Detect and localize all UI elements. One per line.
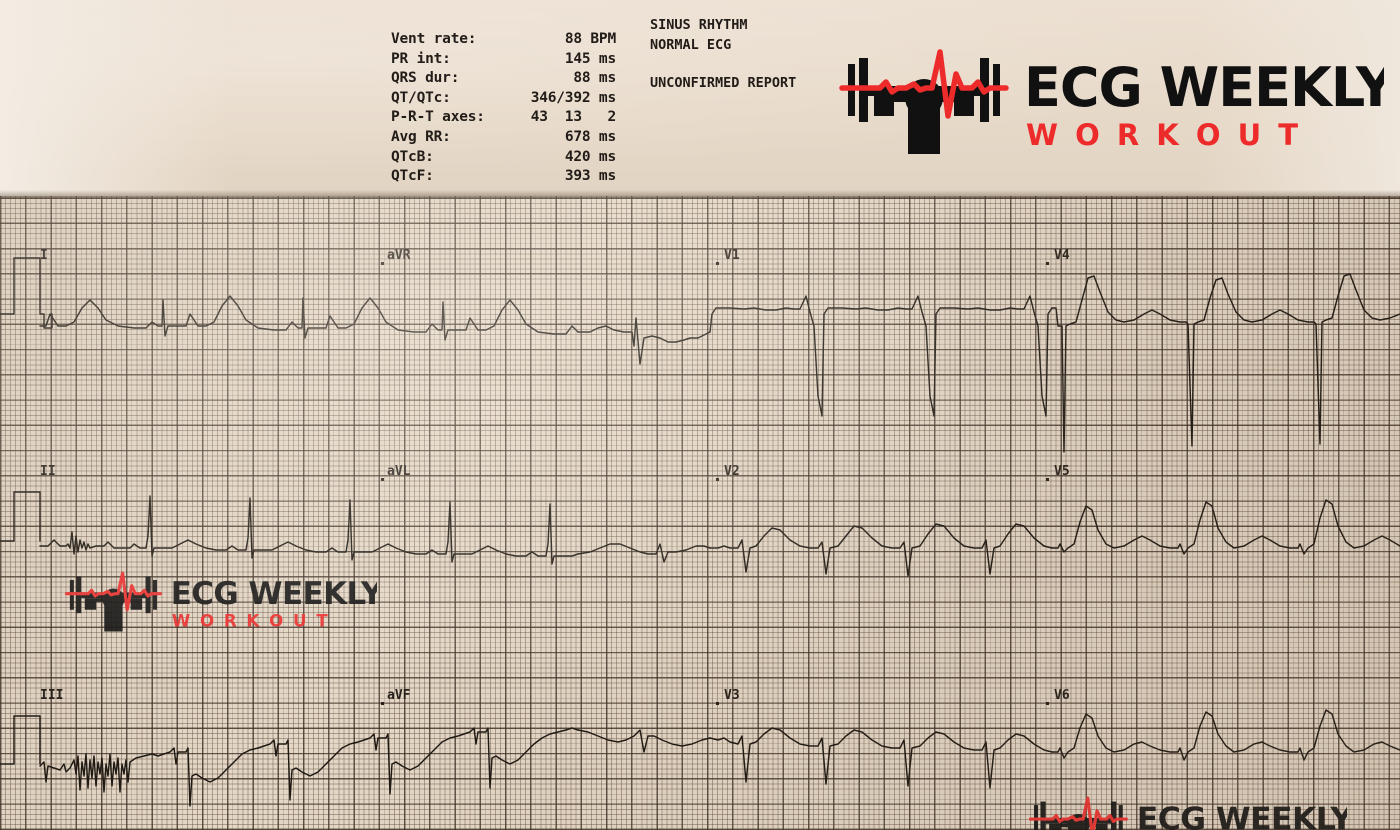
lead-label-II: II xyxy=(40,464,56,479)
measurement-label: QT/QTc: xyxy=(391,89,451,106)
header-paper-highlight-left xyxy=(0,0,230,196)
trace-lead-V2 xyxy=(709,523,1053,577)
measurement-row: QTcF: 393 ms xyxy=(391,167,616,187)
trace-lead-aVF xyxy=(577,729,711,753)
lead-label-aVR: aVR xyxy=(387,248,411,263)
measurement-value: 393 ms xyxy=(564,168,616,185)
lead-tick-V5 xyxy=(1046,478,1049,481)
measurement-label: QTcF: xyxy=(391,168,434,185)
lead-label-I: I xyxy=(40,248,48,263)
trace-lead-II xyxy=(39,495,579,565)
lead-tick-aVL xyxy=(381,478,384,481)
weightlifter-icon xyxy=(69,576,157,632)
measurement-label: QRS dur: xyxy=(391,70,460,87)
ecg-weekly-watermark-left-svg: ECG WEEKLY W O R K O U T xyxy=(64,571,377,632)
lead-label-V4: V4 xyxy=(1054,248,1070,263)
ecg-weekly-logo-svg: ECG WEEKLY W O R K O U T xyxy=(839,49,1384,154)
lead-label-III: III xyxy=(40,688,64,703)
measurement-value: 346/392 ms xyxy=(530,89,617,106)
calibration-pulse-row3 xyxy=(0,715,41,765)
ecg-weekly-logo: ECG WEEKLY W O R K O U T xyxy=(836,44,1384,154)
trace-lead-aVR xyxy=(577,317,711,365)
lead-label-V6: V6 xyxy=(1054,688,1070,703)
report-status-badge: UNCONFIRMED REPORT xyxy=(650,75,797,91)
measurement-label: Vent rate: xyxy=(391,31,477,47)
measurement-row: Vent rate: 88 BPM xyxy=(391,30,616,50)
trace-lead-V1 xyxy=(709,295,1053,417)
ecg-strip: I aVR V1 V4 II aVL V2 V5 III aVF V3 V6 xyxy=(0,196,1400,830)
trace-lead-V5 xyxy=(1051,499,1400,555)
lead-label-V1: V1 xyxy=(724,248,740,263)
logo-primary-text: ECG WEEKLY xyxy=(1137,802,1347,830)
lead-tick-aVR xyxy=(381,262,384,265)
lead-label-V5: V5 xyxy=(1054,464,1070,479)
measurement-row: QTcB: 420 ms xyxy=(391,148,616,168)
interpretation-rhythm: SINUS RHYTHM xyxy=(650,17,748,33)
lead-tick-V2 xyxy=(716,478,719,481)
lead-label-aVF: aVF xyxy=(387,688,411,703)
ecg-waveform-layer xyxy=(0,257,1400,807)
calibration-pulse-row2 xyxy=(0,491,41,542)
lead-tick-V3 xyxy=(716,702,719,705)
heartbeat-trace-icon xyxy=(839,49,1009,119)
measurement-value: 43 13 2 xyxy=(530,109,617,126)
measurement-row: QT/QTc: 346/392 ms xyxy=(391,89,616,109)
lead-tick-V4 xyxy=(1046,262,1049,265)
ecg-weekly-watermark-right-svg: ECG WEEKLY W O R K O U T xyxy=(1028,796,1347,830)
trace-lead-V4 xyxy=(1051,273,1400,453)
logo-primary-text: ECG WEEKLY xyxy=(171,576,377,612)
heartbeat-trace-icon xyxy=(1028,796,1128,830)
ecg-grid-bold xyxy=(0,196,1400,830)
logo-primary-text: ECG WEEKLY xyxy=(1024,56,1384,119)
lead-label-V2: V2 xyxy=(724,464,740,479)
trace-lead-I xyxy=(39,295,579,341)
weightlifter-icon xyxy=(848,58,1000,154)
lead-tick-V6 xyxy=(1046,702,1049,705)
measurement-value: 678 ms xyxy=(564,128,616,145)
measurement-row: PR int: 145 ms xyxy=(391,50,616,70)
measurement-value: 88 ms xyxy=(573,70,616,87)
logo-secondary-text: W O R K O U T xyxy=(1026,118,1302,152)
header-divider xyxy=(0,190,1400,196)
trace-lead-V6 xyxy=(1051,709,1400,761)
measurement-row: P-R-T axes: 43 13 2 xyxy=(391,108,616,128)
ecg-weekly-watermark-right: ECG WEEKLY W O R K O U T xyxy=(1027,792,1347,830)
measurement-row: QRS dur: 88 ms xyxy=(391,69,616,89)
header-paper-highlight-right xyxy=(1200,0,1400,196)
report-header: Vent rate: 88 BPM PR int: 145 ms QRS dur… xyxy=(0,0,1400,196)
measurement-value: 145 ms xyxy=(564,50,616,67)
interpretation-block: SINUS RHYTHM NORMAL ECG UNCONFIRMED REPO… xyxy=(650,16,796,94)
measurement-table: Vent rate: 88 BPM PR int: 145 ms QRS dur… xyxy=(391,30,616,187)
measurement-value: 88 BPM xyxy=(564,31,616,47)
ecg-weekly-watermark-left: ECG WEEKLY W O R K O U T xyxy=(63,567,377,633)
trace-lead-aVL xyxy=(577,543,711,563)
measurement-label: P-R-T axes: xyxy=(391,109,485,126)
measurement-label: QTcB: xyxy=(391,148,434,165)
lead-tick-aVF xyxy=(381,702,384,705)
calibration-pulse-row1 xyxy=(0,257,53,329)
lead-label-V3: V3 xyxy=(724,688,740,703)
lead-tick-V1 xyxy=(716,262,719,265)
measurement-row: Avg RR: 678 ms xyxy=(391,128,616,148)
ecg-paper-top-edge xyxy=(0,196,1400,199)
logo-secondary-text: W O R K O U T xyxy=(172,611,330,630)
measurement-label: PR int: xyxy=(391,50,451,67)
trace-lead-III xyxy=(39,727,579,807)
measurement-label: Avg RR: xyxy=(391,128,451,145)
trace-lead-V3 xyxy=(709,727,1053,789)
lead-label-aVL: aVL xyxy=(387,464,411,479)
interpretation-diagnosis: NORMAL ECG xyxy=(650,36,732,53)
heartbeat-trace-icon xyxy=(64,571,162,612)
measurement-value: 420 ms xyxy=(564,148,616,165)
